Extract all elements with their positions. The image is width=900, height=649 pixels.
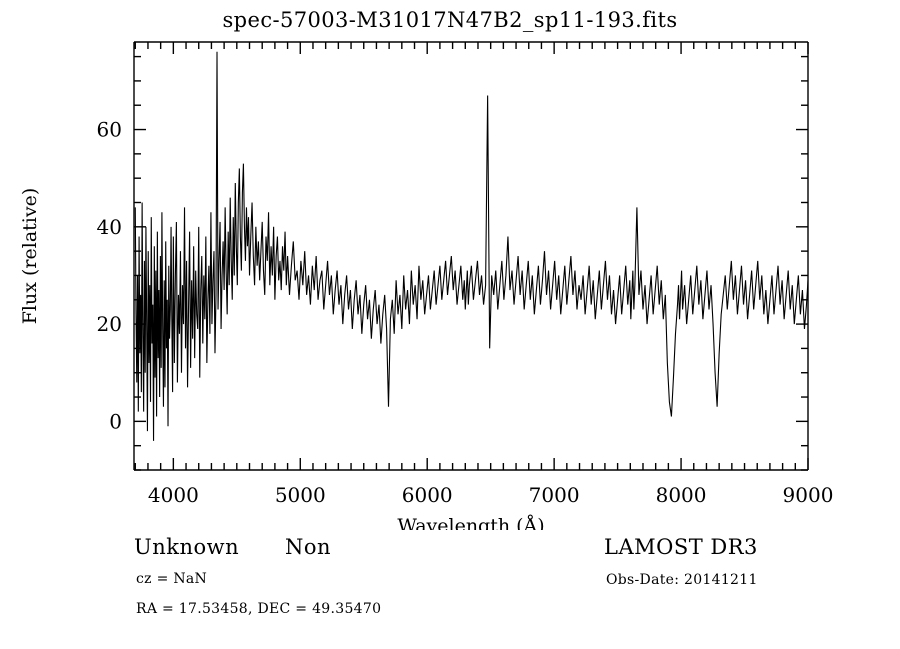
svg-text:Wavelength (Å): Wavelength (Å) bbox=[397, 515, 544, 530]
svg-text:7000: 7000 bbox=[529, 483, 580, 507]
survey-label: LAMOST DR3 bbox=[604, 535, 758, 559]
cz-label: cz = NaN bbox=[136, 571, 208, 587]
plot-axes bbox=[133, 41, 809, 471]
svg-text:9000: 9000 bbox=[783, 483, 834, 507]
svg-text:8000: 8000 bbox=[656, 483, 707, 507]
svg-text:20: 20 bbox=[97, 312, 122, 336]
svg-text:6000: 6000 bbox=[402, 483, 453, 507]
svg-text:0: 0 bbox=[109, 409, 122, 433]
page-title: spec-57003-M31017N47B2_sp11-193.fits bbox=[222, 8, 678, 32]
object-name-label: Unknown bbox=[134, 535, 240, 559]
object-subclass-label: Non bbox=[285, 535, 332, 559]
svg-text:5000: 5000 bbox=[275, 483, 326, 507]
svg-text:40: 40 bbox=[97, 215, 122, 239]
spectrum-trace bbox=[134, 51, 809, 441]
svg-text:4000: 4000 bbox=[148, 483, 199, 507]
coordinates-label: RA = 17.53458, DEC = 49.35470 bbox=[136, 601, 382, 617]
spectrum-trace-group bbox=[134, 51, 809, 441]
svg-text:60: 60 bbox=[97, 118, 122, 142]
axis-labels: 4000 5000 6000 7000 8000 9000 0 20 40 60 Wavelengt… bbox=[19, 118, 833, 530]
spectrum-plot: 4000 5000 6000 7000 8000 9000 0 20 40 60 Wavelengt… bbox=[19, 41, 833, 530]
obs-date-label: Obs-Date: 20141211 bbox=[606, 572, 758, 588]
svg-text:Flux (relative): Flux (relative) bbox=[19, 188, 41, 325]
